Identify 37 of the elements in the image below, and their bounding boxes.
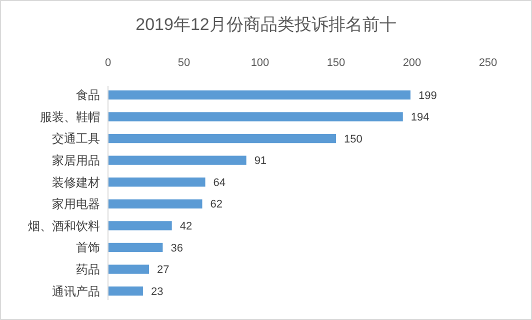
data-label: 23 [150, 286, 164, 298]
bar [108, 286, 143, 296]
y-tick-label: 家用电器 [52, 197, 100, 212]
data-label: 91 [254, 155, 267, 168]
bar [108, 221, 172, 230]
x-tick-label: 50 [178, 57, 190, 69]
x-tick-label: 250 [478, 57, 498, 69]
x-tick-label: 0 [104, 57, 112, 69]
chart-title: 2019年12月份商品类投诉排名前十 [136, 15, 396, 34]
data-label: 194 [410, 112, 430, 124]
data-label: 150 [344, 133, 362, 146]
y-tick-label: 装修建材 [52, 175, 100, 190]
bar [108, 264, 150, 274]
data-label: 42 [180, 220, 192, 233]
y-tick-label: 药品 [76, 262, 100, 276]
y-tick-label: 交通工具 [52, 132, 100, 146]
x-tick-label: 200 [402, 57, 422, 69]
data-label: 62 [210, 198, 222, 211]
bar [108, 199, 202, 208]
y-tick-label: 首饰 [76, 240, 100, 255]
y-tick-label: 家居用品 [52, 154, 100, 168]
y-tick-label: 食品 [76, 88, 100, 102]
data-label: 199 [418, 90, 437, 102]
y-tick-label: 通讯产品 [52, 284, 100, 298]
bar [108, 134, 336, 144]
data-label: 36 [170, 242, 183, 254]
y-tick-label: 烟、酒和饮料 [28, 218, 100, 233]
bar [108, 90, 410, 100]
x-tick-label: 100 [250, 57, 270, 69]
data-label: 27 [157, 264, 170, 276]
bar [108, 112, 403, 122]
bar [108, 242, 163, 252]
y-tick-label: 服装、鞋帽 [40, 110, 100, 124]
bar [108, 178, 206, 187]
bar [108, 156, 246, 165]
x-tick-label: 150 [326, 57, 346, 69]
data-label: 64 [213, 176, 226, 189]
